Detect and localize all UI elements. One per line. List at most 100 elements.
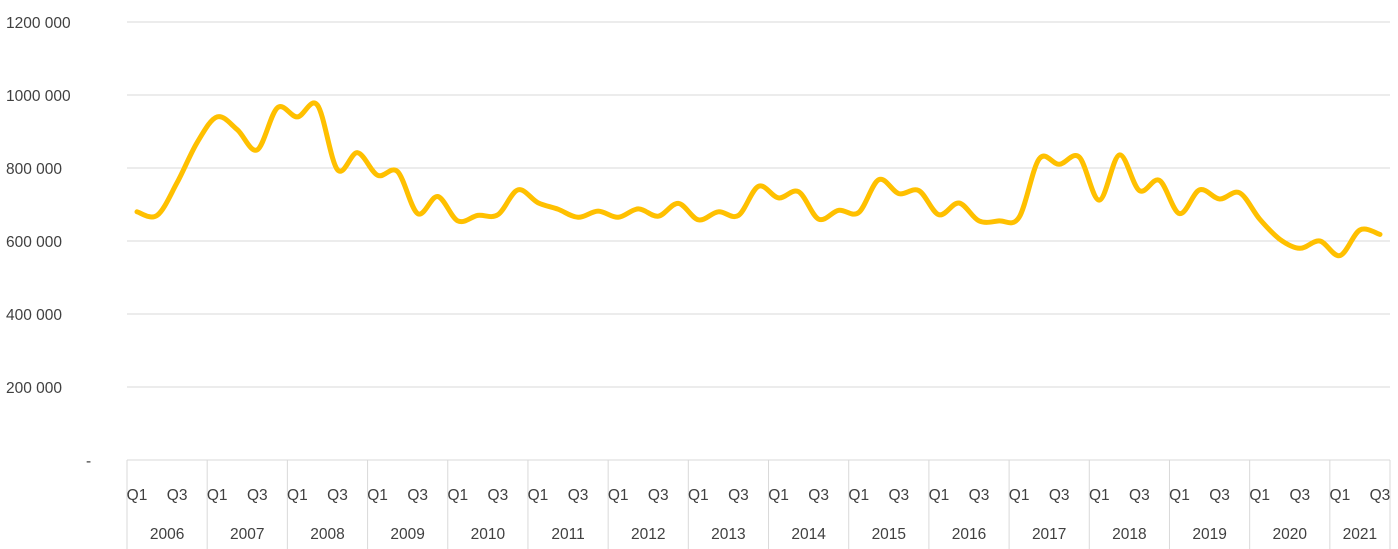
y-tick-label: 800 000 (6, 161, 62, 178)
y-tick-label: 400 000 (6, 307, 62, 324)
quarter-tick-label: Q1 (688, 487, 709, 504)
data-point (1177, 211, 1182, 216)
data-point (375, 173, 380, 178)
quarter-tick-label: Q1 (848, 487, 869, 504)
data-point (736, 213, 741, 218)
quarter-tick-label: Q3 (568, 487, 589, 504)
quarter-tick-label: Q3 (488, 487, 509, 504)
year-label: 2019 (1192, 526, 1226, 543)
year-label: 2006 (150, 526, 184, 543)
data-point (856, 210, 861, 215)
quarter-tick-label: Q3 (1129, 487, 1150, 504)
data-point (556, 207, 561, 212)
quarter-tick-label: Q1 (608, 487, 629, 504)
data-point (215, 114, 220, 119)
year-label: 2007 (230, 526, 264, 543)
year-label: 2021 (1343, 526, 1377, 543)
data-point (1317, 239, 1322, 244)
quarter-tick-label: Q1 (1089, 487, 1110, 504)
data-point (1237, 190, 1242, 195)
quarter-tick-label: Q1 (447, 487, 468, 504)
quarter-tick-label: Q3 (969, 487, 990, 504)
data-point (756, 184, 761, 189)
quarter-tick-label: Q3 (247, 487, 268, 504)
data-point (135, 209, 140, 214)
year-label: 2014 (791, 526, 826, 543)
year-label: 2015 (872, 526, 906, 543)
data-point (1117, 152, 1122, 157)
quarter-tick-label: Q3 (648, 487, 669, 504)
gridlines (127, 21, 1390, 388)
data-point (355, 150, 360, 155)
data-point (1097, 198, 1102, 203)
y-tick-label: 1000 000 (6, 88, 71, 105)
data-point (1337, 253, 1342, 258)
data-point (956, 201, 961, 206)
quarter-tick-label: Q1 (929, 487, 950, 504)
data-point (936, 212, 941, 217)
data-point (1157, 178, 1162, 183)
quarter-tick-label: Q3 (808, 487, 829, 504)
y-tick-label: 600 000 (6, 234, 62, 251)
quarter-tick-label: Q3 (407, 487, 428, 504)
quarter-tick-label: Q3 (167, 487, 188, 504)
data-point (415, 211, 420, 216)
data-point (275, 105, 280, 110)
data-point (776, 195, 781, 200)
data-point (1077, 155, 1082, 160)
quarter-tick-label: Q1 (768, 487, 789, 504)
year-label: 2013 (711, 526, 745, 543)
x-axis: 2006 2007 2008 2009 2010 2011 2012 2013 2014 2015… (126, 459, 1391, 549)
quarter-tick-label: Q1 (367, 487, 388, 504)
year-label: 2008 (310, 526, 344, 543)
y-tick-label: 200 000 (6, 380, 62, 397)
data-point (535, 200, 540, 205)
quarter-tick-label: Q1 (1249, 487, 1270, 504)
data-point (515, 187, 520, 192)
year-label: 2016 (952, 526, 986, 543)
data-point (656, 214, 661, 219)
data-point (716, 209, 721, 214)
year-label: 2017 (1032, 526, 1066, 543)
data-point (255, 147, 260, 152)
data-point (876, 177, 881, 182)
data-point (836, 208, 841, 213)
data-point (155, 213, 160, 218)
y-tick-label: 1200 000 (6, 15, 71, 32)
data-point (636, 206, 641, 211)
year-label: 2011 (551, 526, 584, 543)
data-point (1257, 217, 1262, 222)
data-point (475, 213, 480, 218)
quarter-tick-label: Q3 (1049, 487, 1070, 504)
data-point (495, 212, 500, 217)
year-label: 2009 (390, 526, 424, 543)
data-point (455, 218, 460, 223)
quarter-tick-label: Q3 (728, 487, 749, 504)
data-point (1357, 228, 1362, 233)
data-point (916, 188, 921, 193)
data-point (896, 191, 901, 196)
data-point (977, 218, 982, 223)
data-point (596, 209, 601, 214)
y-tick-label: - (86, 453, 91, 470)
data-point (395, 169, 400, 174)
data-point (175, 180, 180, 185)
year-label: 2018 (1112, 526, 1146, 543)
data-point (1037, 156, 1042, 161)
year-label: 2020 (1273, 526, 1308, 543)
data-point (676, 201, 681, 206)
data-point (1057, 162, 1062, 167)
data-point (435, 194, 440, 199)
data-point (1277, 237, 1282, 242)
data-point (1137, 188, 1142, 193)
data-point (576, 215, 581, 220)
quarter-tick-label: Q1 (528, 487, 549, 504)
quarter-tick-label: Q3 (1289, 487, 1310, 504)
y-axis: - 200 000 400 000 600 000 800 000 1000 000 120… (6, 15, 91, 470)
quarter-tick-label: Q1 (287, 487, 308, 504)
year-label: 2010 (471, 526, 506, 543)
data-point (235, 127, 240, 132)
series-group (134, 100, 1383, 259)
quarter-tick-label: Q1 (1330, 487, 1351, 504)
